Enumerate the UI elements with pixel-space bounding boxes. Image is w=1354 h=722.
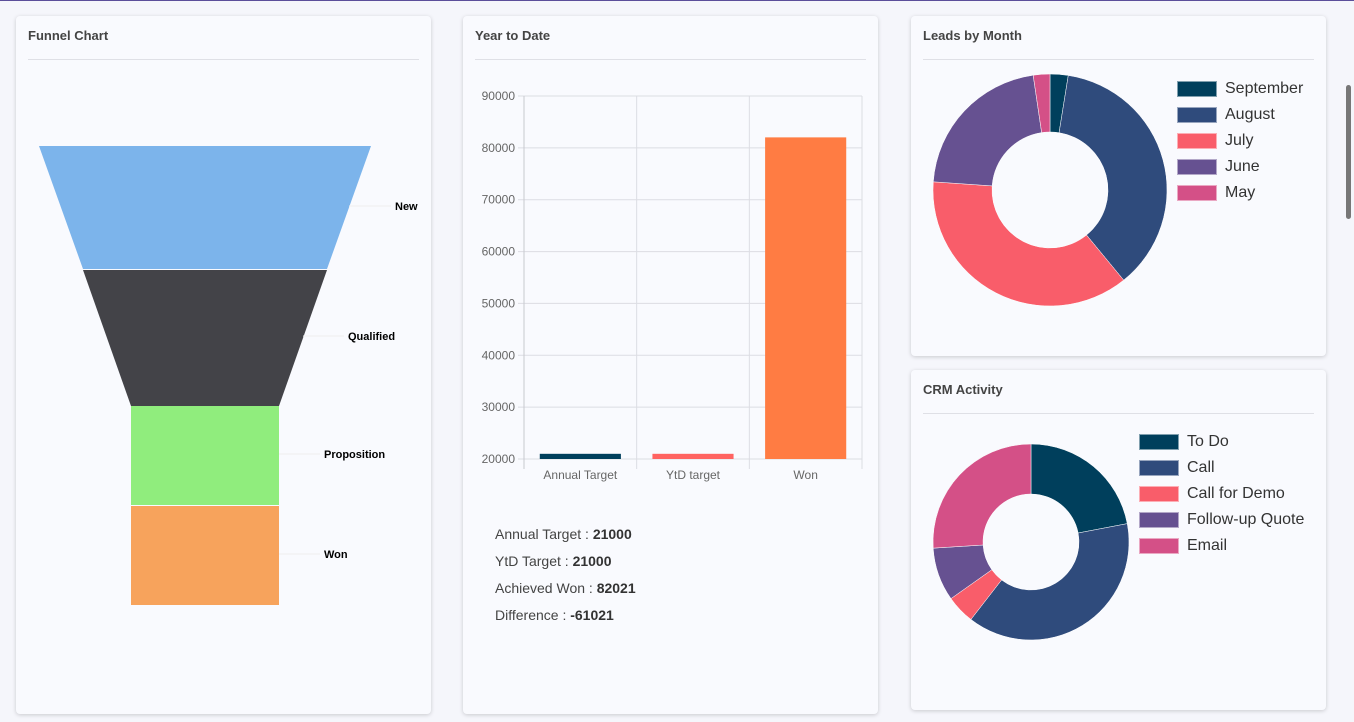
crm-legend: To Do Call Call for Demo Follow-up Quote Ema… xyxy=(1139,429,1304,559)
stat-annual-target: Annual Target : 21000 xyxy=(495,526,632,542)
bar-ytd-target xyxy=(652,453,734,459)
legend-swatch xyxy=(1139,434,1179,450)
legend-item[interactable]: May xyxy=(1177,180,1303,206)
divider xyxy=(923,59,1314,60)
card-title: CRM Activity xyxy=(923,382,1003,397)
y-tick-label: 80000 xyxy=(482,141,516,155)
divider xyxy=(923,413,1314,414)
legend-swatch xyxy=(1139,486,1179,502)
crm-donut-chart xyxy=(932,443,1130,641)
funnel-segment-proposition xyxy=(131,406,279,505)
y-tick-label: 60000 xyxy=(482,245,516,259)
stat-difference: Difference : -61021 xyxy=(495,607,614,623)
legend-swatch xyxy=(1177,185,1217,201)
legend-label: June xyxy=(1225,158,1260,175)
slice-august xyxy=(1058,75,1168,281)
divider xyxy=(28,59,419,60)
legend-swatch xyxy=(1139,538,1179,554)
bar-won xyxy=(765,137,847,459)
y-tick-label: 50000 xyxy=(482,296,516,310)
legend-item[interactable]: Call xyxy=(1139,455,1304,481)
leads-card: Leads by Month September August July June Ma… xyxy=(911,16,1326,356)
slice-june xyxy=(933,74,1042,187)
legend-swatch xyxy=(1139,460,1179,476)
y-tick-label: 90000 xyxy=(482,89,516,103)
legend-item[interactable]: Call for Demo xyxy=(1139,481,1304,507)
funnel-label: Proposition xyxy=(324,449,385,461)
legend-item[interactable]: To Do xyxy=(1139,429,1304,455)
slice-to-do xyxy=(1030,443,1128,534)
legend-label: July xyxy=(1225,132,1254,149)
ytd-card: Year to Date 20000 30000 40000 50000 60000 70… xyxy=(463,16,878,714)
stat-ytd-target: YtD Target : 21000 xyxy=(495,553,612,569)
legend-label: August xyxy=(1225,106,1275,123)
legend-item[interactable]: June xyxy=(1177,154,1303,180)
legend-item[interactable]: July xyxy=(1177,128,1303,154)
legend-item[interactable]: September xyxy=(1177,76,1303,102)
slice-email xyxy=(932,443,1032,549)
crm-card: CRM Activity To Do Call Call for Demo Follo… xyxy=(911,370,1326,710)
legend-label: To Do xyxy=(1187,433,1229,450)
funnel-label: Qualified xyxy=(348,331,395,343)
funnel-segment-qualified xyxy=(83,270,327,406)
x-tick-label: YtD target xyxy=(666,468,721,482)
x-tick-label: Annual Target xyxy=(543,468,618,482)
legend-label: Call xyxy=(1187,459,1215,476)
ytd-stats: Annual Target : 21000 YtD Target : 21000… xyxy=(495,521,636,629)
card-title: Leads by Month xyxy=(923,28,1022,43)
ytd-bar-chart: 20000 30000 40000 50000 60000 70000 80000 90000… xyxy=(482,89,863,482)
legend-item[interactable]: Email xyxy=(1139,533,1304,559)
slice-call xyxy=(970,523,1130,641)
slice-may xyxy=(1032,73,1051,133)
y-tick-label: 70000 xyxy=(482,193,516,207)
divider xyxy=(475,59,866,60)
card-title: Funnel Chart xyxy=(28,28,109,43)
legend-swatch xyxy=(1177,81,1217,97)
bar-annual-target xyxy=(539,453,621,459)
legend-label: September xyxy=(1225,80,1304,97)
stat-achieved-won: Achieved Won : 82021 xyxy=(495,580,636,596)
legend-label: Follow-up Quote xyxy=(1187,511,1305,528)
leads-legend: September August July June May xyxy=(1177,76,1303,206)
leads-donut-chart xyxy=(932,73,1168,307)
funnel-segment-new xyxy=(39,146,371,269)
legend-swatch xyxy=(1177,159,1217,175)
y-tick-label: 30000 xyxy=(482,400,516,414)
legend-swatch xyxy=(1177,107,1217,123)
legend-swatch xyxy=(1177,133,1217,149)
scrollbar-thumb[interactable] xyxy=(1346,85,1351,219)
y-tick-label: 40000 xyxy=(482,348,516,362)
card-title: Year to Date xyxy=(475,28,551,43)
legend-label: May xyxy=(1225,184,1256,201)
y-tick-label: 20000 xyxy=(482,452,516,466)
funnel-label: New xyxy=(395,201,418,213)
slice-july xyxy=(932,181,1125,307)
x-tick-label: Won xyxy=(793,468,817,482)
funnel-label: Won xyxy=(324,549,348,561)
legend-item[interactable]: Follow-up Quote xyxy=(1139,507,1304,533)
funnel-card: Funnel Chart New Qualified Proposition Won xyxy=(16,16,431,714)
legend-item[interactable]: August xyxy=(1177,102,1303,128)
funnel-chart: New Qualified Proposition Won xyxy=(39,146,418,605)
funnel-segment-won xyxy=(131,506,279,605)
legend-label: Call for Demo xyxy=(1187,485,1285,502)
legend-swatch xyxy=(1139,512,1179,528)
legend-label: Email xyxy=(1187,537,1228,554)
